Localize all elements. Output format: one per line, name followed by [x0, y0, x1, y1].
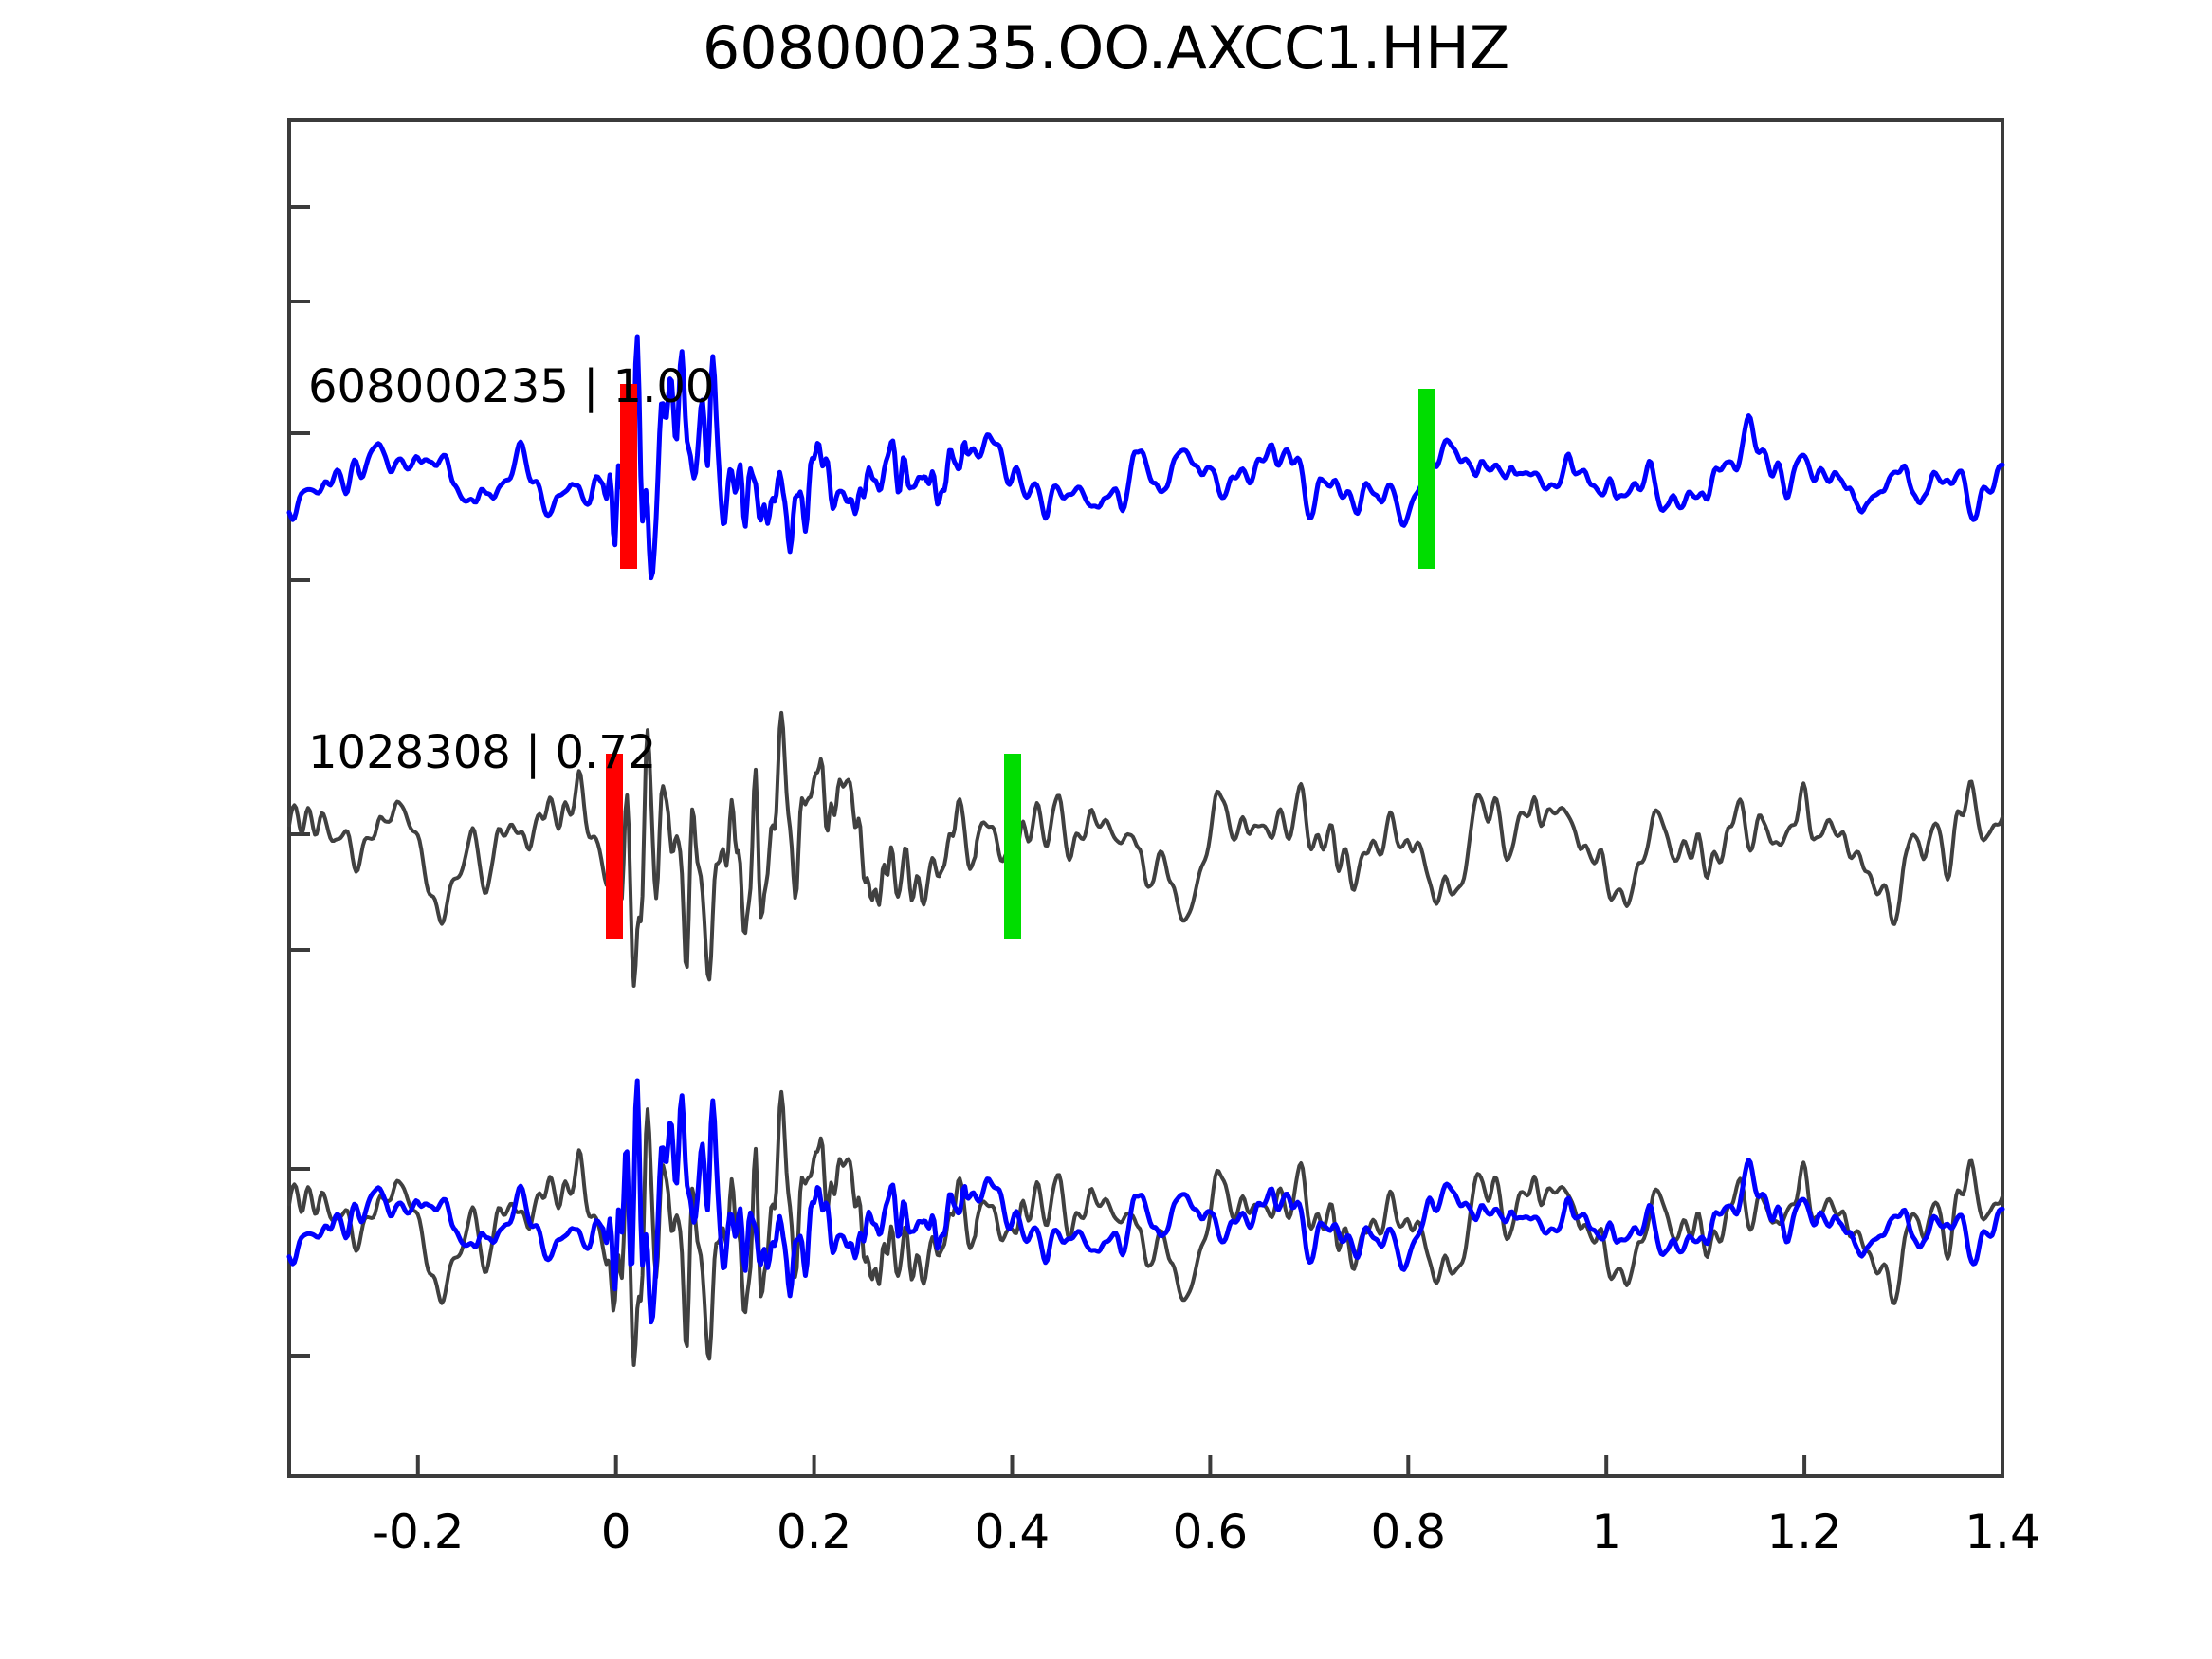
x-tick-label-6: 1 — [1591, 1504, 1621, 1559]
waveform-traces — [286, 334, 2005, 1367]
waveform-template — [286, 334, 2005, 581]
trace-label-detection: 1028308 | 0.72 — [308, 726, 656, 779]
x-tick-label-3: 0.4 — [975, 1504, 1051, 1559]
trace-label-template: 608000235 | 1.00 — [308, 360, 714, 413]
waveform-overlay-template — [286, 1078, 2005, 1325]
x-axis-ticks — [415, 1455, 2004, 1476]
pick-markers — [606, 384, 1435, 939]
plot-border — [287, 118, 2004, 1478]
x-tick-label-2: 0.2 — [777, 1504, 852, 1559]
pick-marker-start-detection — [606, 754, 623, 939]
pick-marker-end-detection — [1004, 754, 1021, 939]
x-tick-label-4: 0.6 — [1173, 1504, 1249, 1559]
x-tick-label-8: 1.4 — [1965, 1504, 2040, 1559]
page-title: 608000235.OO.AXCC1.HHZ — [702, 13, 1510, 82]
x-tick-label-7: 1.2 — [1766, 1504, 1842, 1559]
axes-frame — [287, 118, 2004, 1478]
pick-marker-end-template — [1418, 389, 1435, 569]
x-tick-label-5: 0.8 — [1371, 1504, 1447, 1559]
waveform-detection — [287, 710, 2004, 988]
pick-marker-start-template — [620, 384, 637, 569]
x-tick-label-0: -0.2 — [372, 1504, 465, 1559]
waveform-overlay-detection — [287, 1089, 2004, 1367]
y-axis-ticks — [289, 205, 310, 1358]
x-tick-label-1: 0 — [601, 1504, 631, 1559]
trace-labels: 608000235 | 1.00 1028308 | 0.72 — [308, 360, 714, 779]
x-axis-tick-labels: -0.2 0 0.2 0.4 0.6 0.8 1 1.2 1.4 — [372, 1504, 2040, 1559]
